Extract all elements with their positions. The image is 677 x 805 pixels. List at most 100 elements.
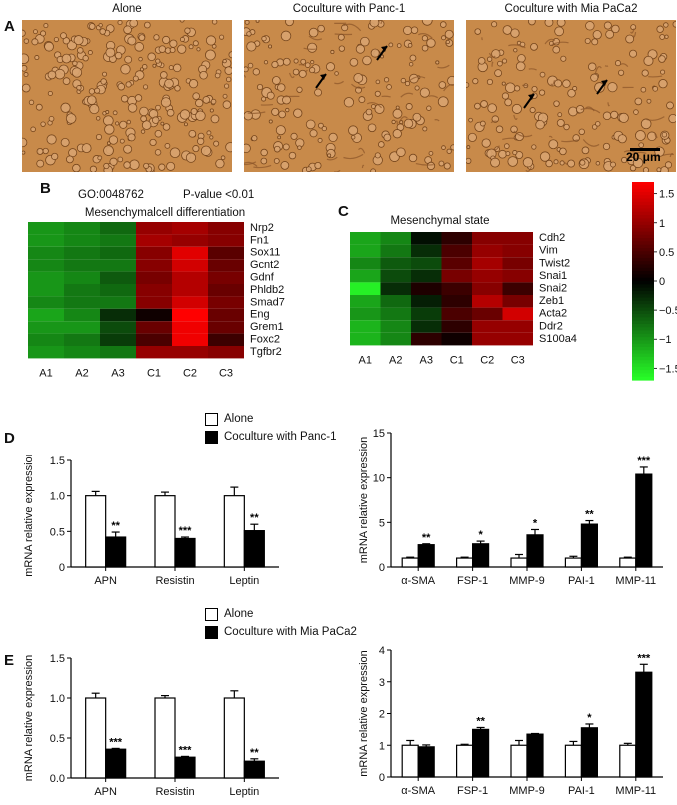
y-tick-label: 10	[373, 473, 385, 485]
cell	[437, 96, 449, 108]
cell	[43, 23, 49, 29]
heatmap-b-cell	[28, 333, 64, 346]
cell	[495, 125, 504, 133]
cell	[407, 43, 413, 48]
p-value: P-value <0.01	[183, 189, 255, 201]
cell	[246, 31, 252, 37]
cell	[65, 155, 74, 164]
cell	[629, 164, 637, 172]
bar-alone	[619, 557, 637, 568]
cell	[282, 57, 291, 66]
bar-coculture	[635, 671, 653, 778]
cell	[338, 45, 346, 52]
heatmap-c: Cdh2VimTwist2Snai1Snai2Zeb1Acta2Ddr2S100…	[350, 232, 577, 366]
heatmap-c-cell	[441, 257, 472, 270]
heatmap-c-gene-label: S100a4	[539, 333, 577, 345]
colorbar-segment	[632, 350, 654, 355]
colorbar-segment	[632, 191, 654, 196]
cell	[591, 38, 599, 46]
cell	[595, 161, 601, 166]
heatmap-c-cell	[502, 307, 533, 321]
cell	[438, 160, 445, 167]
heatmap-b-sample-label: C1	[147, 367, 161, 379]
cell	[638, 142, 644, 148]
cell	[545, 159, 553, 168]
heatmap-b-cell	[208, 259, 244, 272]
bar-coculture	[105, 748, 127, 779]
colorbar-segment	[632, 257, 654, 262]
cell	[124, 55, 133, 64]
cell	[591, 124, 598, 130]
cell	[308, 27, 319, 38]
scale-bar-label: 20 μm	[626, 150, 661, 164]
colorbar-segment	[632, 274, 654, 279]
colorbar-segment	[632, 307, 654, 312]
cell	[365, 108, 373, 116]
spindle-cell	[646, 116, 665, 121]
cell	[617, 134, 627, 144]
cell	[605, 29, 615, 39]
cell	[190, 107, 198, 115]
x-tick-label: MMP-9	[509, 785, 544, 797]
cell	[162, 35, 171, 45]
heatmap-c-cell	[350, 295, 381, 308]
spindle-cell	[580, 107, 601, 114]
cell	[95, 133, 103, 141]
cell	[179, 20, 185, 23]
cell	[100, 78, 107, 85]
colorbar-tick-label: 1.5	[659, 189, 674, 201]
colorbar-tick-label: 0.5	[659, 247, 674, 259]
cell	[76, 85, 82, 91]
cell	[440, 21, 447, 28]
spindle-cell	[607, 102, 610, 107]
heatmap-b-cell	[208, 271, 244, 284]
cell	[103, 115, 114, 126]
cell	[383, 77, 390, 83]
cell	[480, 100, 488, 108]
cell	[305, 166, 312, 172]
heatmap-c-cell	[411, 257, 442, 270]
legend-swatch-coculture	[205, 625, 218, 639]
heatmap-c-cell	[502, 320, 533, 333]
cell	[261, 35, 267, 42]
cell	[552, 45, 561, 54]
cell	[81, 143, 92, 154]
spindle-cell	[415, 162, 434, 166]
heatmap-c-gene-label: Acta2	[539, 308, 567, 320]
x-tick-label: APN	[94, 575, 117, 587]
colorbar-segment	[632, 238, 654, 242]
cell	[337, 33, 345, 41]
cell	[334, 71, 339, 76]
cell	[158, 45, 167, 53]
heatmap-c-cell	[380, 269, 411, 283]
heatmap-c-cell	[441, 320, 472, 333]
cell	[438, 81, 447, 89]
cell	[374, 152, 381, 159]
colorbar-segment	[632, 224, 654, 229]
cell	[378, 141, 385, 148]
arrow-head-icon	[320, 74, 326, 80]
heatmap-b-cell	[28, 246, 64, 260]
cell	[288, 151, 297, 160]
heatmap-c-cell	[441, 282, 472, 295]
heatmap-c-gene-label: Twist2	[539, 257, 570, 269]
cell	[102, 71, 108, 77]
cell	[468, 117, 473, 123]
cell	[22, 83, 31, 93]
heatmap-c-cell	[472, 332, 503, 346]
colorbar-segment	[632, 201, 654, 206]
significance-label: **	[111, 520, 120, 532]
cell	[31, 38, 39, 46]
cell	[328, 132, 338, 142]
cell	[155, 104, 161, 111]
scale-bar	[630, 148, 660, 151]
y-axis-label: mRNA relative expression	[358, 437, 370, 564]
heatmap-c-sample-label: A3	[420, 354, 433, 366]
bar-coculture	[526, 534, 544, 568]
legend-e: Alone Coculture with Mia PaCa2	[205, 605, 357, 641]
cell	[562, 79, 571, 88]
spindle-cell	[548, 135, 553, 139]
cell	[126, 119, 132, 125]
spindle-cell	[361, 164, 365, 169]
y-tick-label: 2	[379, 709, 385, 721]
